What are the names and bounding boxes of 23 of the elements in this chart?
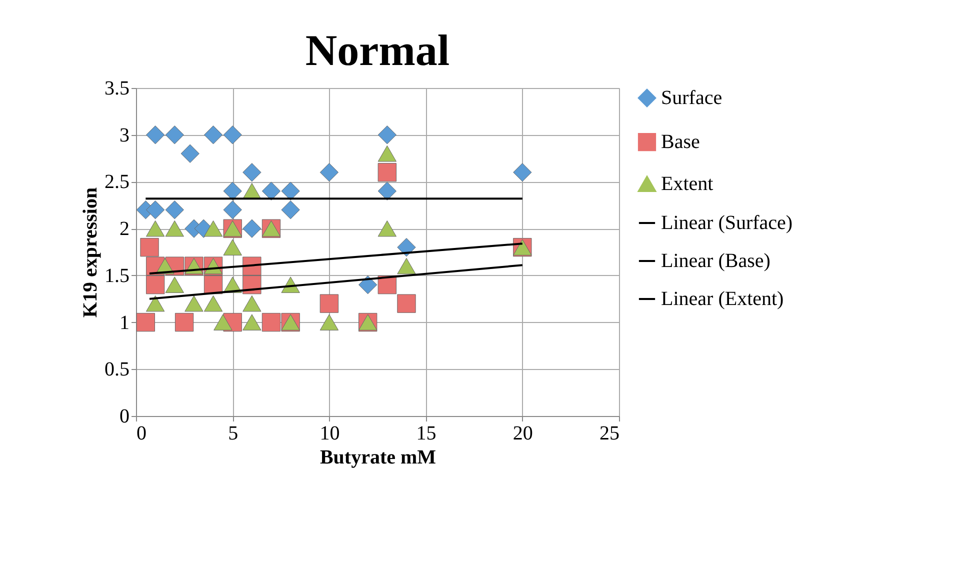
y-tick-label: 0 [120, 406, 130, 428]
y-tick-label: 1 [120, 312, 130, 334]
legend-label: Extent [661, 173, 714, 195]
y-tick-label: 3 [120, 124, 130, 146]
legend-label: Linear (Extent) [661, 288, 784, 310]
y-tick-label: 2.5 [104, 171, 130, 194]
legend-label: Surface [661, 87, 722, 109]
y-tick-label: 2 [120, 218, 130, 240]
legend-label: Base [661, 131, 700, 153]
x-axis-title: Butyrate mM [320, 446, 436, 468]
x-tick-label: 15 [416, 422, 436, 444]
x-tick-label: 25 [600, 422, 620, 444]
chart-title: Normal [305, 26, 450, 75]
legend-label: Linear (Surface) [661, 212, 793, 234]
legend-label: Linear (Base) [661, 250, 770, 272]
y-tick-label: 3.5 [104, 78, 130, 100]
x-tick-label: 0 [136, 422, 146, 444]
x-tick-label: 10 [320, 422, 340, 444]
x-tick-label: 5 [228, 422, 238, 444]
y-axis-title: K19 expression [80, 187, 102, 318]
x-tick-label: 20 [512, 422, 533, 444]
y-tick-label: 0.5 [104, 358, 130, 381]
y-tick-label: 1.5 [104, 264, 130, 287]
